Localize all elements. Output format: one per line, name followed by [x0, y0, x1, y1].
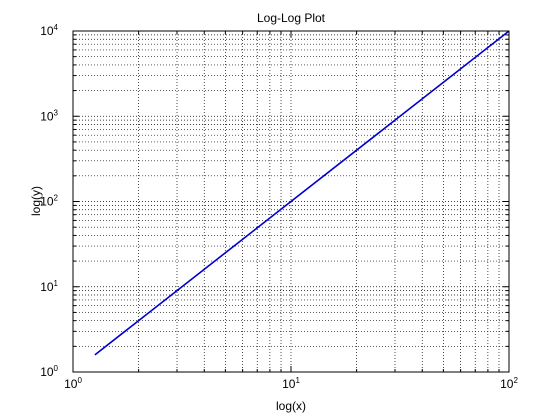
y-tick-label-exponent: 1: [54, 279, 59, 288]
x-tick-label-base: 10: [282, 377, 296, 391]
plot-area: [72, 30, 510, 373]
y-axis-label: log(y): [29, 186, 43, 216]
y-tick-label-base: 10: [40, 280, 54, 294]
x-tick-label-base: 10: [500, 377, 514, 391]
chart-title: Log-Log Plot: [257, 11, 326, 25]
x-tick-label-exponent: 1: [295, 376, 300, 385]
y-tick-label-base: 10: [40, 195, 54, 209]
x-tick-label: 101: [282, 376, 300, 391]
y-tick-label: 102: [40, 194, 58, 209]
series-line: [94, 30, 510, 356]
y-tick-label-exponent: 2: [54, 194, 59, 203]
y-tick-label: 101: [40, 279, 58, 294]
y-tick-label-exponent: 3: [54, 108, 59, 117]
y-tick-label-base: 10: [40, 24, 54, 38]
y-tick-label-exponent: 0: [54, 364, 59, 373]
y-tick-label-exponent: 4: [54, 23, 59, 32]
x-tick-label: 100: [64, 376, 82, 391]
x-tick-label-exponent: 0: [77, 376, 82, 385]
y-tick-label: 104: [40, 23, 58, 38]
x-tick-label-exponent: 2: [513, 376, 518, 385]
grid: [73, 31, 509, 372]
y-tick-label: 103: [40, 108, 58, 123]
axes-frame: [72, 30, 510, 373]
y-tick-label: 100: [40, 364, 58, 379]
y-tick-label-base: 10: [40, 109, 54, 123]
x-tick-label-base: 10: [64, 377, 78, 391]
x-axis-label: log(x): [276, 399, 306, 413]
series-layer: [94, 30, 510, 356]
y-tick-label-base: 10: [40, 365, 54, 379]
x-tick-label: 102: [500, 376, 518, 391]
